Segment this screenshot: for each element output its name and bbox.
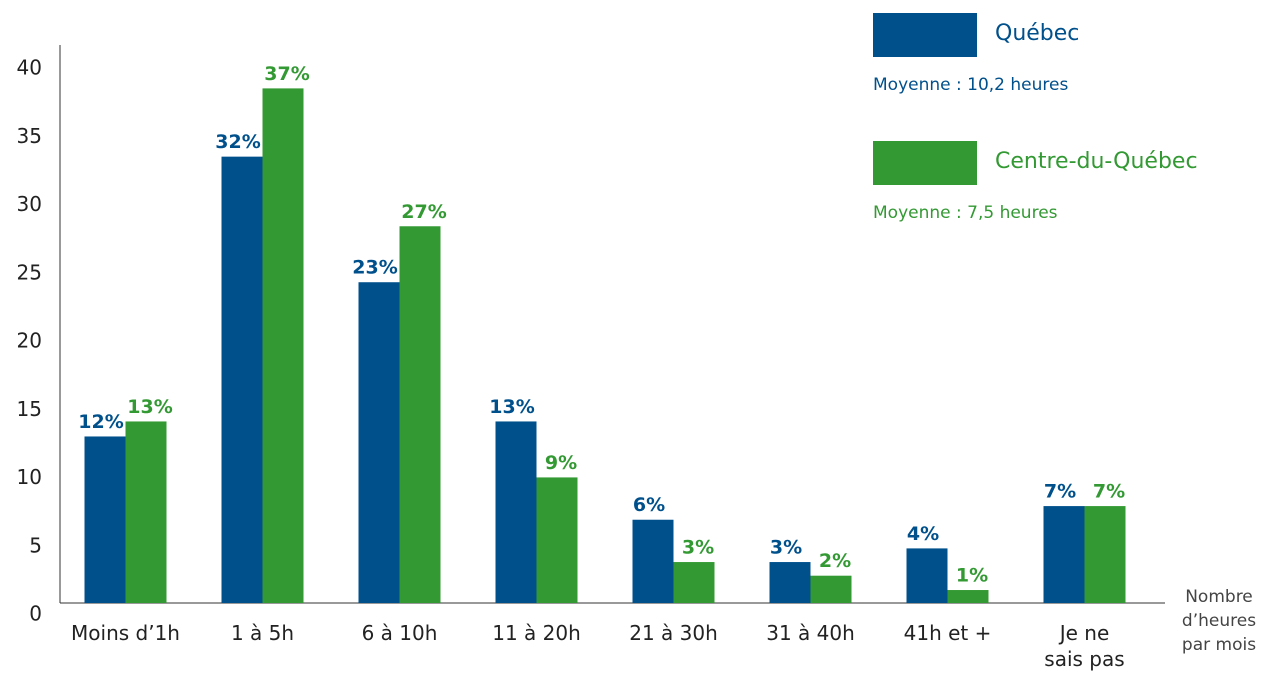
y-tick-label: 5 [29, 533, 42, 557]
legend-note: Moyenne : 7,5 heures [873, 203, 1058, 223]
x-tick-label: 6 à 10h [361, 621, 438, 645]
data-label: 6% [633, 494, 665, 516]
data-label: 37% [264, 63, 309, 85]
y-tick-label: 30 [17, 192, 42, 216]
data-label: 27% [401, 201, 446, 223]
x-tick-label: Je ne sais pas [1044, 621, 1125, 671]
data-label: 7% [1093, 481, 1125, 503]
y-tick-label: 0 [29, 602, 42, 626]
data-label: 23% [352, 257, 397, 279]
y-tick-label: 20 [17, 329, 42, 353]
data-label: 12% [78, 411, 123, 433]
data-label: 2% [819, 550, 851, 572]
bar [536, 477, 578, 603]
data-label: 1% [956, 565, 988, 587]
y-tick-label: 15 [17, 397, 42, 421]
bar [947, 590, 989, 603]
data-label: 3% [682, 537, 714, 559]
data-label: 32% [215, 131, 260, 153]
bar [495, 421, 537, 603]
data-label: 7% [1044, 481, 1076, 503]
legend-swatch [873, 13, 977, 57]
bar [125, 421, 167, 603]
data-label: 9% [545, 452, 577, 474]
bar [84, 436, 126, 603]
bar [262, 88, 304, 603]
bar [906, 548, 948, 603]
bar [1084, 506, 1126, 603]
bar [358, 282, 400, 603]
bar [632, 519, 674, 603]
bar [221, 156, 263, 603]
bar [769, 562, 811, 603]
data-label: 13% [489, 396, 534, 418]
x-tick-label: Moins d’1h [71, 621, 180, 645]
y-tick-label: 25 [17, 260, 42, 284]
bar [810, 575, 852, 603]
y-tick-label: 40 [17, 56, 42, 80]
bar [399, 226, 441, 603]
y-tick-label: 10 [17, 465, 42, 489]
x-tick-label: 41h et + [903, 621, 992, 645]
x-tick-label: 1 à 5h [230, 621, 295, 645]
bar [673, 562, 715, 603]
bar [1043, 506, 1085, 603]
x-tick-label: 31 à 40h [766, 621, 855, 645]
x-axis-label: Nombre d’heures par mois [1181, 587, 1257, 655]
x-tick-label: 11 à 20h [492, 621, 581, 645]
data-label: 3% [770, 537, 802, 559]
data-label: 4% [907, 523, 939, 545]
y-tick-label: 35 [17, 124, 42, 148]
data-label: 13% [127, 396, 172, 418]
x-tick-label: 21 à 30h [629, 621, 718, 645]
legend-note: Moyenne : 10,2 heures [873, 75, 1068, 95]
legend-label: Québec [995, 21, 1079, 46]
legend-label: Centre-du-Québec [995, 149, 1198, 174]
legend-swatch [873, 141, 977, 185]
